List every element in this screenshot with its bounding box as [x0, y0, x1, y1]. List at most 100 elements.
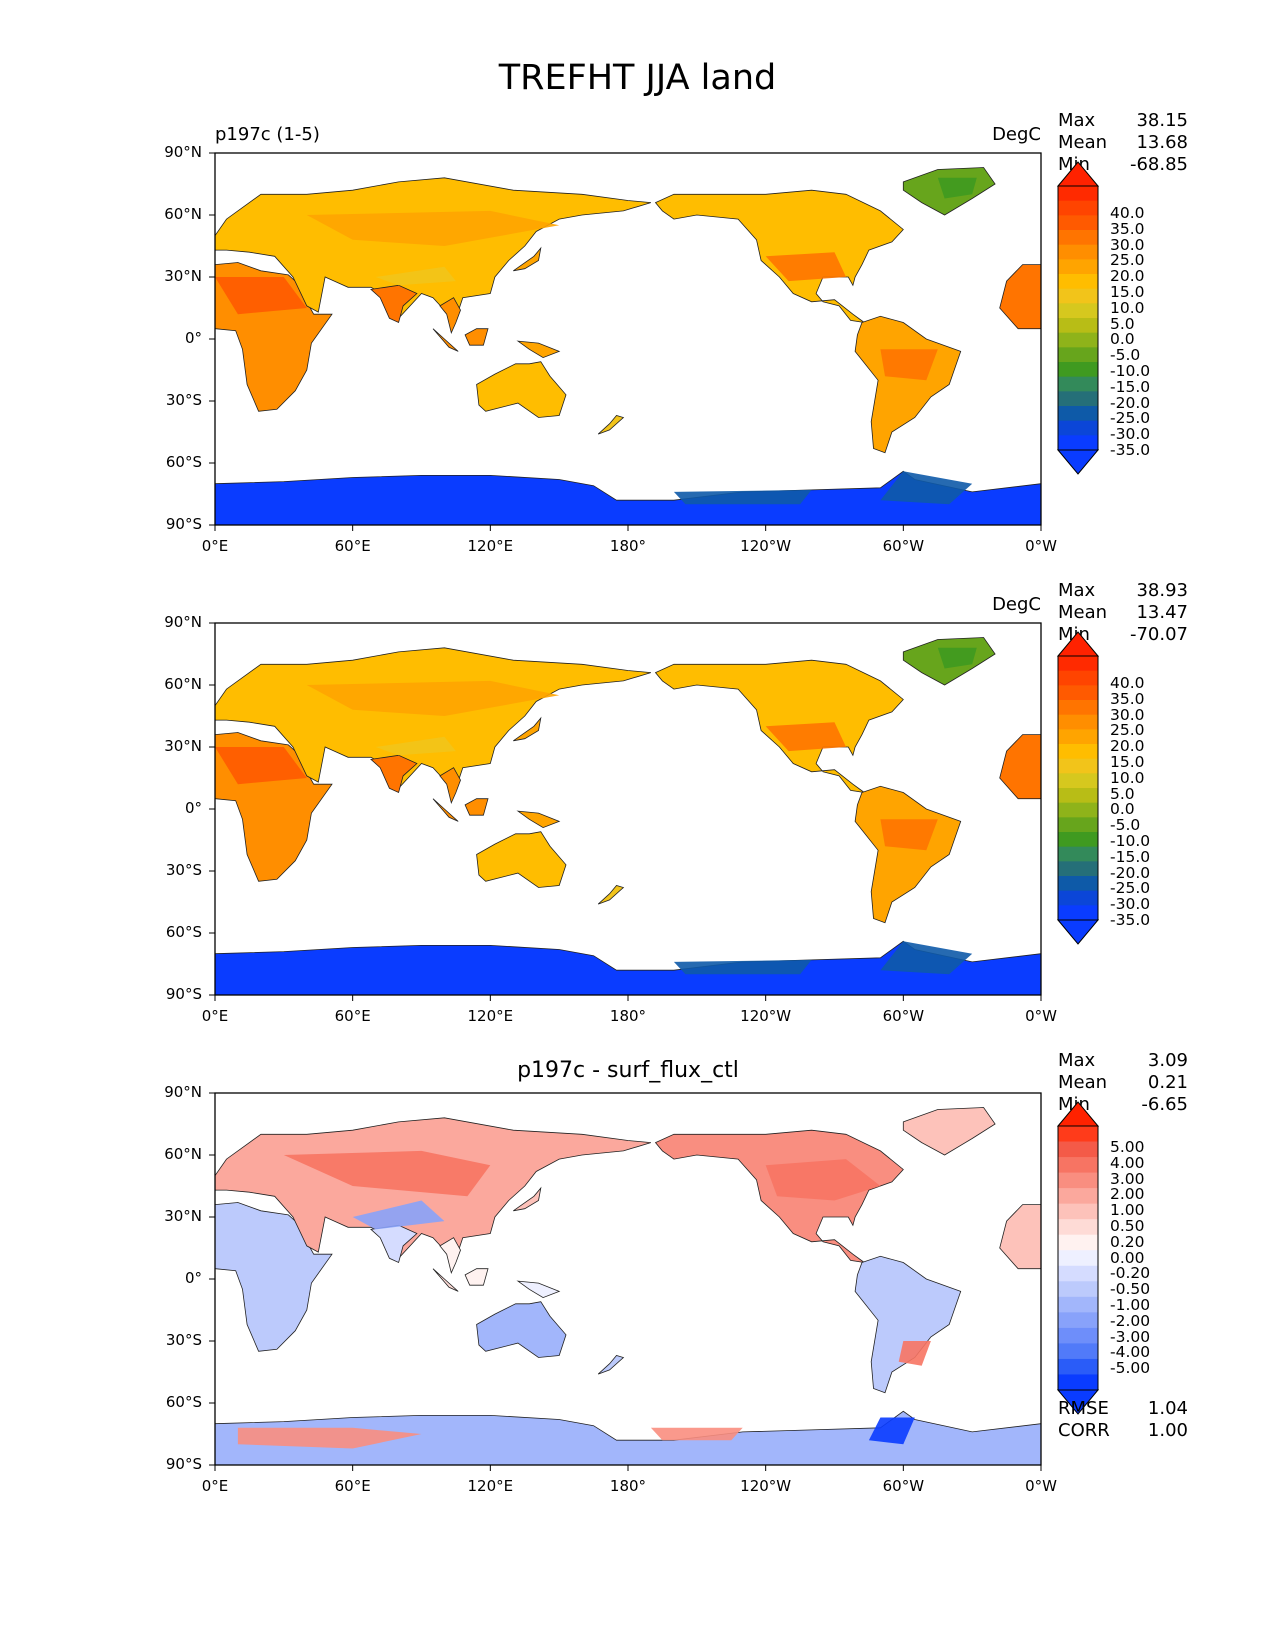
lon-tick-label: 0°W — [1025, 537, 1057, 555]
landmass-nz — [597, 1355, 625, 1375]
lat-tick-label: 0° — [184, 1269, 202, 1287]
lon-tick-label: 60°E — [334, 1477, 371, 1495]
lon-tick-label: 120°W — [740, 1477, 792, 1495]
lat-tick-label: 30°S — [165, 861, 202, 879]
lon-tick-label: 180° — [609, 1477, 647, 1495]
lon-tick-label: 60°E — [334, 537, 371, 555]
panel-units: DegC — [992, 124, 1041, 145]
landmass-borneo — [464, 328, 489, 346]
landmass-sumatra — [432, 798, 459, 822]
landmass-borneo — [464, 1268, 489, 1286]
lat-tick-label: 60°S — [165, 1393, 202, 1411]
landmass-southAmerica — [854, 1255, 962, 1394]
stats-block: Max 38.15 Mean 13.68 Min -68.85 — [1058, 110, 1188, 176]
panel-reference: 90°N 60°N 30°N 0° 30°S 60°S 90°S 0°E 60°E 120°E 18… — [0, 580, 1275, 1025]
landmass-seAsia — [439, 1237, 461, 1275]
metric-corr: CORR 1.00 — [1058, 1420, 1188, 1441]
landmass-india — [370, 1224, 418, 1264]
panel-test: 90°N 60°N 30°N 0° 30°S 60°S 90°S 0°E 60°E 120°E 18… — [0, 110, 1275, 555]
lon-tick-label: 0°E — [201, 1477, 229, 1495]
lat-tick-label: 90°N — [164, 613, 202, 631]
figure-title: TREFHT JJA land — [498, 58, 777, 98]
lon-tick-label: 60°E — [334, 1007, 371, 1025]
stat-max: Max 38.15 — [1058, 110, 1188, 131]
landmass-australia — [476, 831, 567, 888]
lon-tick-label: 0°E — [201, 537, 229, 555]
metrics-block: RMSE 1.04 CORR 1.00 — [1058, 1398, 1188, 1442]
landmass-borneo — [464, 798, 489, 816]
lat-tick-label: 90°N — [164, 1083, 202, 1101]
lat-tick-label: 0° — [184, 799, 202, 817]
stat-mean: Mean 13.68 — [1058, 132, 1188, 153]
lat-tick-label: 30°N — [164, 1207, 202, 1225]
lat-tick-label: 90°S — [165, 515, 202, 533]
lat-tick-label: 60°N — [164, 1145, 202, 1163]
landmass-australia — [476, 361, 567, 418]
landmass-japan — [513, 1186, 542, 1212]
landmass-seAsia — [439, 297, 461, 335]
panel-left-title: p197c (1-5) — [215, 124, 320, 145]
stat-max: Max 3.09 — [1058, 1050, 1188, 1071]
landmass-africaW — [999, 1204, 1041, 1270]
lat-tick-label: 60°S — [165, 453, 202, 471]
lat-tick-label: 30°S — [165, 1331, 202, 1349]
lon-tick-label: 60°W — [882, 1007, 925, 1025]
panel-difference: 90°N 60°N 30°N 0° 30°S 60°S 90°S 0°E 60°E 120°E 18… — [0, 1050, 1275, 1495]
landmass-newGuinea — [516, 340, 561, 359]
lon-tick-label: 120°E — [467, 537, 514, 555]
landmass-japan — [513, 716, 542, 742]
lon-tick-label: 0°E — [201, 1007, 229, 1025]
lon-tick-label: 180° — [609, 537, 647, 555]
landmass-seAsia — [439, 767, 461, 805]
lon-tick-label: 120°E — [467, 1477, 514, 1495]
lon-tick-label: 120°E — [467, 1007, 514, 1025]
landmass-japan — [513, 246, 542, 272]
stat-mean: Mean 0.21 — [1058, 1072, 1188, 1093]
lat-tick-label: 30°N — [164, 267, 202, 285]
colorbar-labels: 40.0 35.0 30.0 25.0 20.0 15.0 10.0 5.0 0.0 -5.0 -1… — [1110, 204, 1151, 459]
colorbar-labels: 5.00 4.00 3.00 2.00 1.00 0.50 0.20 0.00 -0.20 -0.… — [1110, 1138, 1151, 1378]
lat-tick-label: 60°N — [164, 205, 202, 223]
landmass-europeAsia — [215, 647, 652, 790]
landmass-australia — [476, 1301, 567, 1358]
map-plot — [209, 1092, 1042, 1471]
lat-tick-label: 30°S — [165, 391, 202, 409]
lat-tick-label: 90°S — [165, 985, 202, 1003]
stats-block: Max 3.09 Mean 0.21 Min -6.65 — [1058, 1050, 1188, 1116]
map-plot — [209, 152, 1042, 531]
lon-tick-label: 60°W — [882, 537, 925, 555]
landmass-sumatra — [432, 328, 459, 352]
colorbar-labels: 40.0 35.0 30.0 25.0 20.0 15.0 10.0 5.0 0.0 -5.0 -1… — [1110, 674, 1151, 929]
landmass-africa — [215, 1202, 333, 1352]
lon-tick-label: 120°W — [740, 1007, 792, 1025]
lat-tick-label: 60°N — [164, 675, 202, 693]
colorbar — [1056, 1101, 1100, 1415]
panel-units: DegC — [992, 594, 1041, 615]
lon-tick-label: 0°W — [1025, 1477, 1057, 1495]
stat-max: Max 38.93 — [1058, 580, 1188, 601]
metric-rmse: RMSE 1.04 — [1058, 1398, 1188, 1419]
lon-tick-label: 0°W — [1025, 1007, 1057, 1025]
lon-tick-label: 120°W — [740, 537, 792, 555]
landmass-africaW — [999, 264, 1041, 330]
lat-tick-label: 90°N — [164, 143, 202, 161]
colorbar — [1056, 161, 1100, 475]
lat-tick-label: 60°S — [165, 923, 202, 941]
lat-tick-label: 0° — [184, 329, 202, 347]
stat-mean: Mean 13.47 — [1058, 602, 1188, 623]
landmass-newGuinea — [516, 810, 561, 829]
lat-tick-label: 90°S — [165, 1455, 202, 1473]
lon-tick-label: 180° — [609, 1007, 647, 1025]
landmass-nz — [597, 415, 625, 435]
landmass-india — [370, 754, 418, 794]
landmass-newGuinea — [516, 1280, 561, 1299]
panel-center-title: p197c - surf_flux_ctl — [517, 1058, 739, 1083]
landmass-nz — [597, 885, 625, 905]
landmass-antarctica — [215, 1410, 1041, 1465]
stats-block: Max 38.93 Mean 13.47 Min -70.07 — [1058, 580, 1188, 646]
landmass-europeAsia — [215, 177, 652, 320]
lat-tick-label: 30°N — [164, 737, 202, 755]
landmass-africaW — [999, 734, 1041, 800]
landmass-greenland — [902, 1107, 996, 1156]
colorbar — [1056, 631, 1100, 945]
